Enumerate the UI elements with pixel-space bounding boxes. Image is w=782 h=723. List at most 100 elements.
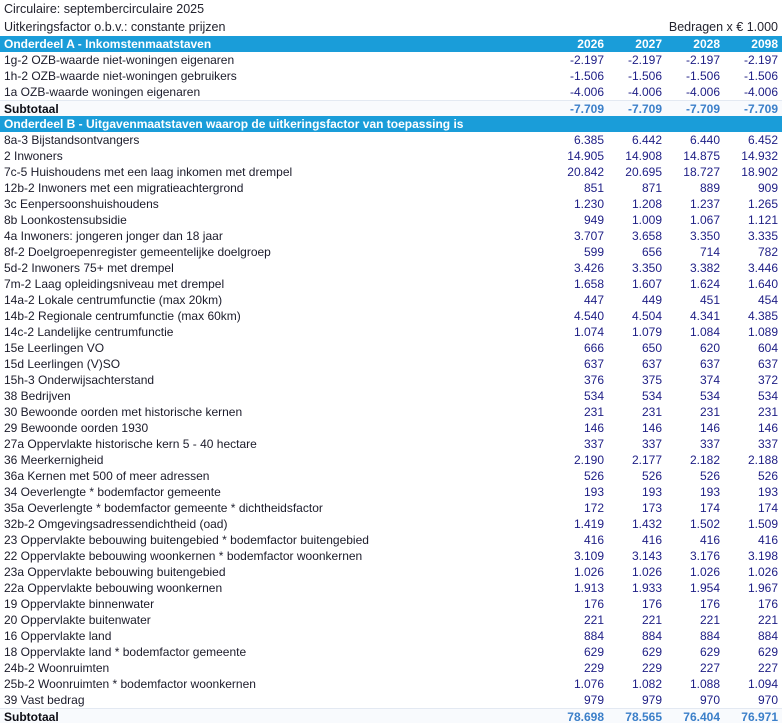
row-value: 1.237 xyxy=(689,197,720,211)
table-row: 14b-2 Regionale centrumfunctie (max 60km… xyxy=(0,308,782,324)
row-label: 15e Leerlingen VO xyxy=(4,341,105,355)
row-value: 3.143 xyxy=(631,549,662,563)
row-value: 1.067 xyxy=(689,213,720,227)
row-value: 650 xyxy=(641,341,662,355)
table-row: 23 Oppervlakte bebouwing buitengebied * … xyxy=(0,532,782,548)
row-value: 416 xyxy=(699,533,720,547)
row-value: 447 xyxy=(583,293,604,307)
row-value: 871 xyxy=(641,181,662,195)
row-value: 1.089 xyxy=(747,325,778,339)
row-value: 3.198 xyxy=(747,549,778,563)
row-value: 193 xyxy=(699,485,720,499)
row-value: 629 xyxy=(641,645,662,659)
section-b-rows: 8a-3 Bijstandsontvangers 6.385 6.442 6.4… xyxy=(0,132,782,708)
table-row: 24b-2 Woonruimten 229 229 227 227 xyxy=(0,660,782,676)
row-value: 227 xyxy=(757,661,778,675)
row-label: 16 Oppervlakte land xyxy=(4,629,112,643)
row-value: 851 xyxy=(583,181,604,195)
row-value: 979 xyxy=(583,693,604,707)
row-value: 221 xyxy=(641,613,662,627)
row-label: 36a Kernen met 500 of meer adressen xyxy=(4,469,210,483)
row-value: 376 xyxy=(583,373,604,387)
row-value: -4.006 xyxy=(569,85,604,99)
row-value: 884 xyxy=(699,629,720,643)
subtotal-row: Subtotaal 78.698 78.565 76.404 76.971 xyxy=(0,708,782,723)
row-value: 1.658 xyxy=(573,277,604,291)
section-b-header: Onderdeel B - Uitgavenmaatstaven waarop … xyxy=(0,116,782,132)
row-label: 14c-2 Landelijke centrumfunctie xyxy=(4,325,174,339)
row-label: 30 Bewoonde oorden met historische kerne… xyxy=(4,405,243,419)
row-value: 18.727 xyxy=(683,165,720,179)
row-value: 416 xyxy=(757,533,778,547)
row-value: 4.540 xyxy=(573,309,604,323)
row-value: 3.350 xyxy=(689,229,720,243)
row-value: 174 xyxy=(699,501,720,515)
row-value: 3.176 xyxy=(689,549,720,563)
row-label: 2 Inwoners xyxy=(4,149,63,163)
row-value: 229 xyxy=(583,661,604,675)
table-row: 39 Vast bedrag 979 979 970 970 xyxy=(0,692,782,708)
row-value: 227 xyxy=(699,661,720,675)
row-value: 526 xyxy=(641,469,662,483)
section-b-title: Onderdeel B - Uitgavenmaatstaven waarop … xyxy=(4,117,464,131)
row-label: 18 Oppervlakte land * bodemfactor gemeen… xyxy=(4,645,247,659)
row-value: 909 xyxy=(757,181,778,195)
table-row: 22 Oppervlakte bebouwing woonkernen * bo… xyxy=(0,548,782,564)
row-value: 2.190 xyxy=(573,453,604,467)
table-row: 1g-2 OZB-waarde niet-woningen eigenaren … xyxy=(0,52,782,68)
row-value: 970 xyxy=(757,693,778,707)
report-subtitle-line: Uitkeringsfactor o.b.v.: constante prijz… xyxy=(0,18,782,36)
report-title: Circulaire: septembercirculaire 2025 xyxy=(4,2,205,16)
row-value: 534 xyxy=(699,389,720,403)
row-value: 221 xyxy=(699,613,720,627)
row-value: 884 xyxy=(583,629,604,643)
row-label: 8a-3 Bijstandsontvangers xyxy=(4,133,140,147)
row-label: 22a Oppervlakte bebouwing woonkernen xyxy=(4,581,223,595)
row-value: 526 xyxy=(583,469,604,483)
subtotal-value: 78.698 xyxy=(567,710,604,723)
row-value: 1.624 xyxy=(689,277,720,291)
table-row: 8a-3 Bijstandsontvangers 6.385 6.442 6.4… xyxy=(0,132,782,148)
row-label: 34 Oeverlengte * bodemfactor gemeente xyxy=(4,485,221,499)
row-label: 32b-2 Omgevingsadressendichtheid (oad) xyxy=(4,517,228,531)
subtotal-value: -7.709 xyxy=(685,102,720,116)
row-value: 970 xyxy=(699,693,720,707)
row-value: 889 xyxy=(699,181,720,195)
subtotal-value: -7.709 xyxy=(627,102,662,116)
row-value: 4.341 xyxy=(689,309,720,323)
row-value: 526 xyxy=(757,469,778,483)
row-value: 231 xyxy=(757,405,778,419)
table-row: 5d-2 Inwoners 75+ met drempel 3.426 3.35… xyxy=(0,260,782,276)
row-value: 231 xyxy=(641,405,662,419)
row-value: 146 xyxy=(757,421,778,435)
row-value: 20.695 xyxy=(625,165,662,179)
row-label: 25b-2 Woonruimten * bodemfactor woonkern… xyxy=(4,677,256,691)
table-row: 35a Oeverlengte * bodemfactor gemeente *… xyxy=(0,500,782,516)
row-value: 374 xyxy=(699,373,720,387)
subtotal-value: -7.709 xyxy=(569,102,604,116)
row-value: 629 xyxy=(583,645,604,659)
row-value: 599 xyxy=(583,245,604,259)
row-label: 24b-2 Woonruimten xyxy=(4,661,110,675)
row-value: 1.026 xyxy=(631,565,662,579)
row-value: 173 xyxy=(641,501,662,515)
row-value: 666 xyxy=(583,341,604,355)
row-value: 1.265 xyxy=(747,197,778,211)
row-value: 1.121 xyxy=(747,213,778,227)
row-value: 337 xyxy=(757,437,778,451)
row-value: 714 xyxy=(699,245,720,259)
row-value: -4.006 xyxy=(685,85,720,99)
row-value: 3.335 xyxy=(747,229,778,243)
row-label: 4a Inwoners: jongeren jonger dan 18 jaar xyxy=(4,229,223,243)
row-value: 637 xyxy=(641,357,662,371)
row-value: 637 xyxy=(583,357,604,371)
row-value: 1.913 xyxy=(573,581,604,595)
table-row: 20 Oppervlakte buitenwater 221 221 221 2… xyxy=(0,612,782,628)
table-row: 1h-2 OZB-waarde niet-woningen gebruikers… xyxy=(0,68,782,84)
row-label: 29 Bewoonde oorden 1930 xyxy=(4,421,149,435)
row-label: 19 Oppervlakte binnenwater xyxy=(4,597,155,611)
row-value: -1.506 xyxy=(627,69,662,83)
row-value: 656 xyxy=(641,245,662,259)
row-value: 1.084 xyxy=(689,325,720,339)
row-value: -2.197 xyxy=(743,53,778,67)
